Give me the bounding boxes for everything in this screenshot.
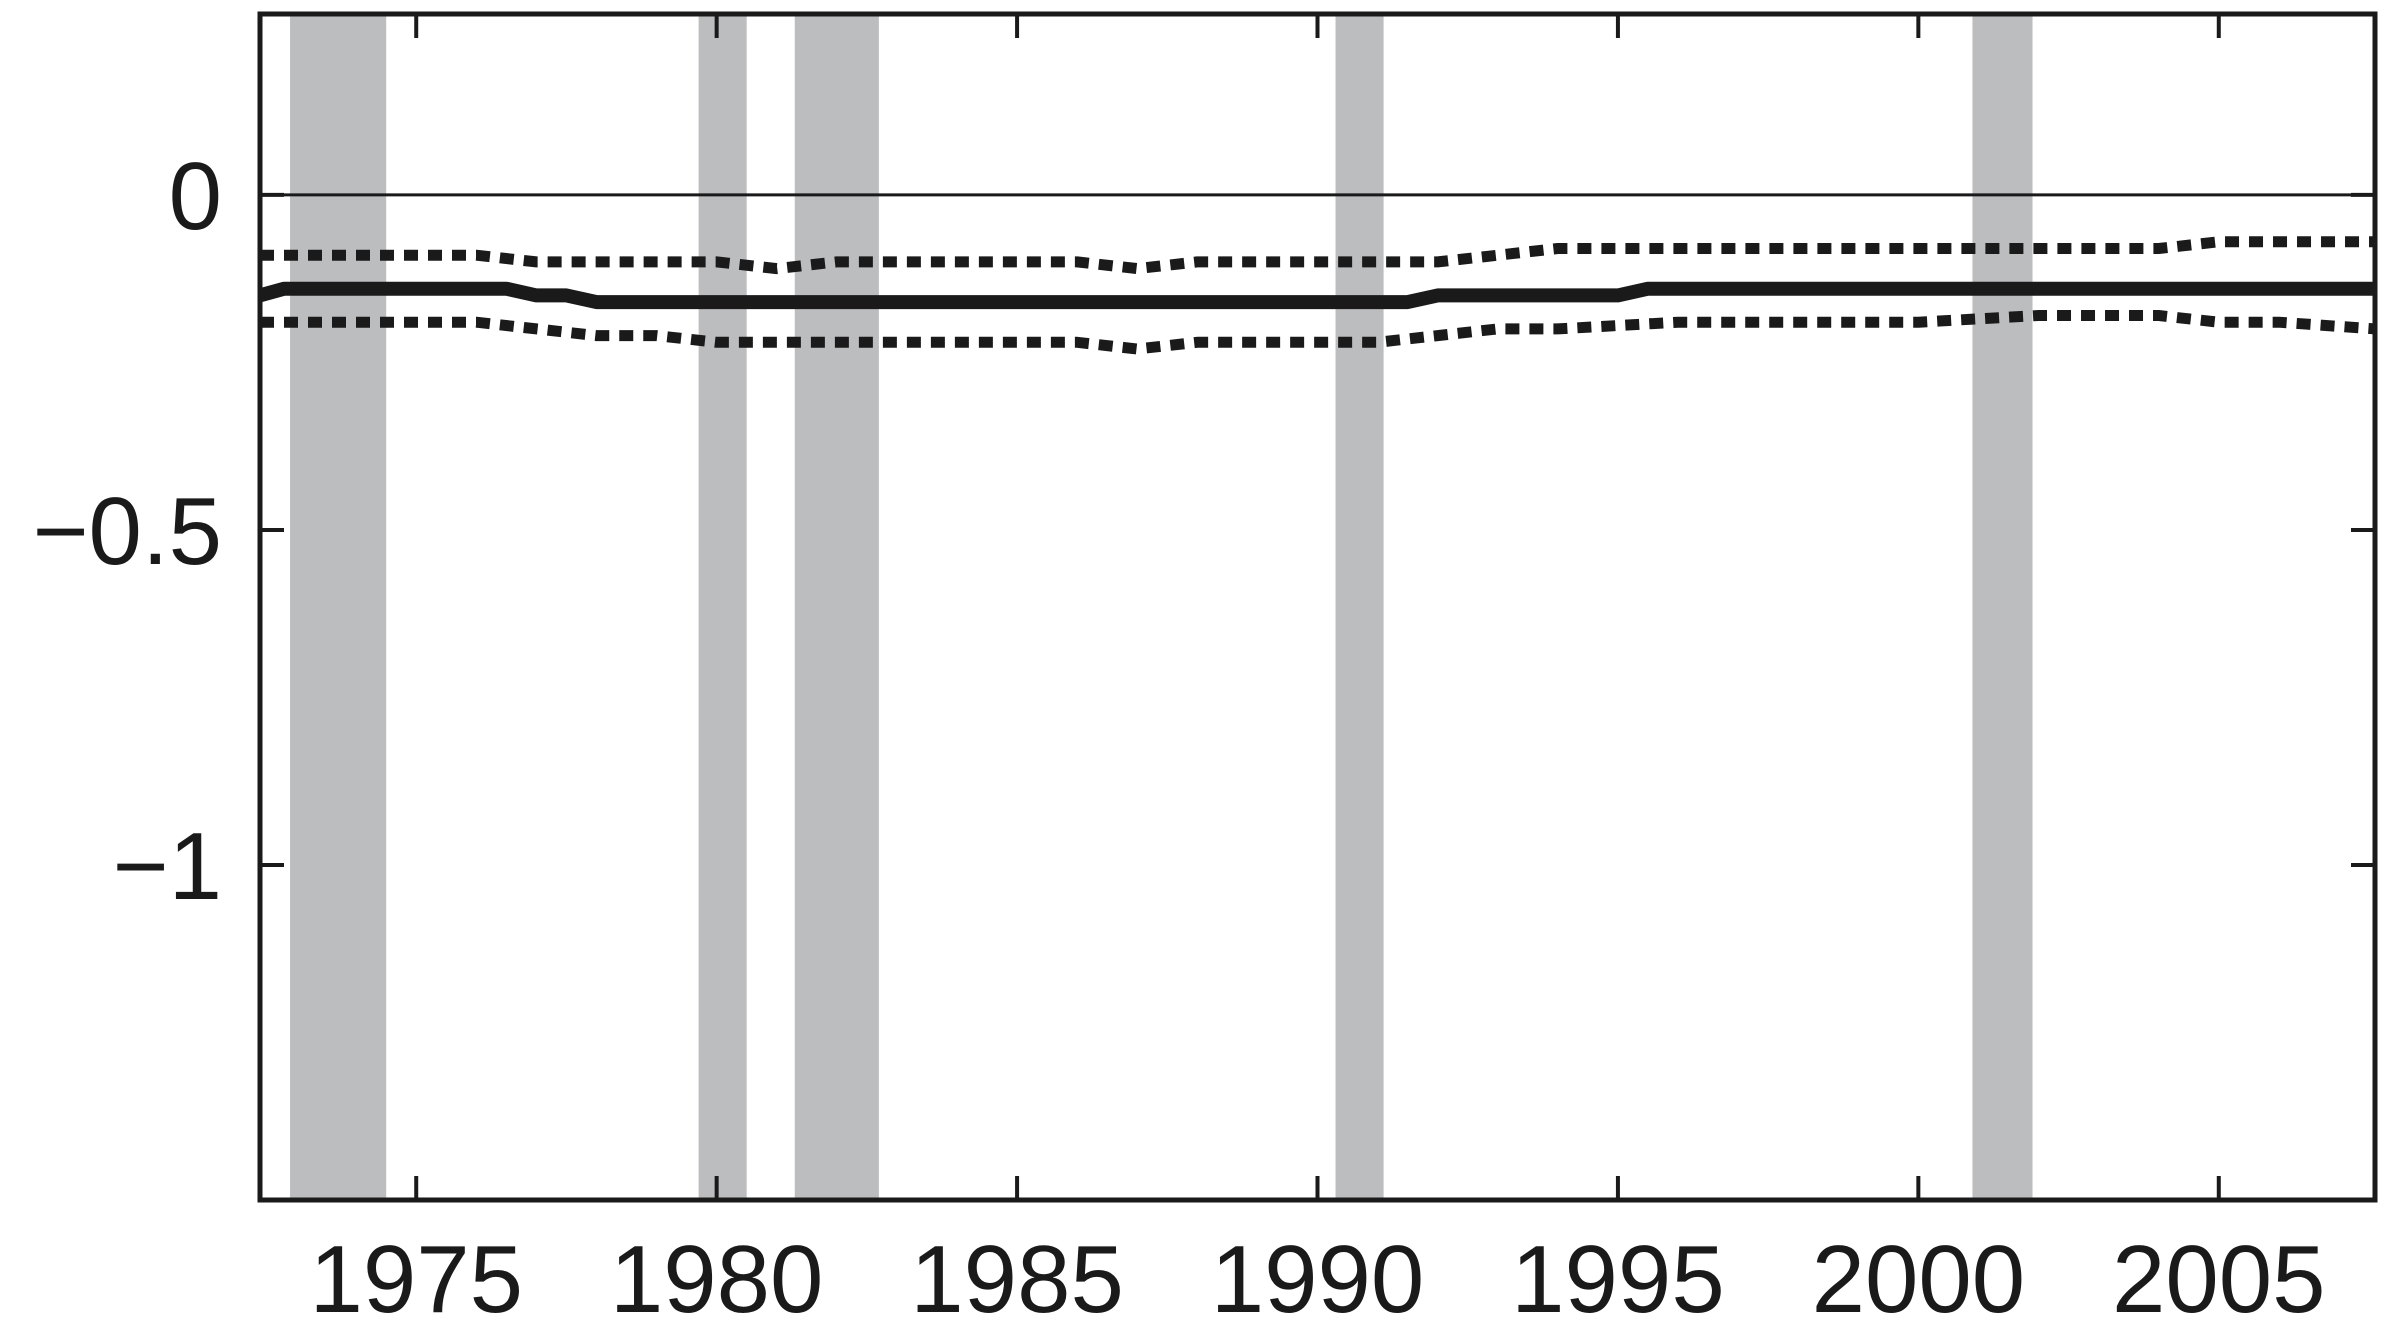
plot-frame (257, 11, 2378, 1203)
x-tick-label: 1990 (1211, 1226, 1425, 1333)
series-band-line-2 (260, 310, 2376, 355)
shaded-period-4 (1335, 14, 1384, 1200)
x-tick-label: 2000 (1812, 1226, 2026, 1333)
shaded-period-1 (290, 14, 387, 1200)
y-axis-tick-labels: 0 −0.5 −1 (32, 143, 222, 920)
x-tick-label: 1975 (309, 1226, 523, 1333)
axis-ticks (260, 14, 2375, 1200)
shaded-period-2 (698, 14, 747, 1200)
series-estimate-line (258, 281, 2375, 310)
shaded-period-3 (794, 14, 879, 1200)
x-tick-label: 1980 (610, 1226, 824, 1333)
series-layer (258, 236, 2376, 355)
y-tick-label: −1 (113, 813, 222, 920)
y-tick-label: −0.5 (32, 478, 222, 585)
x-tick-label: 2005 (2112, 1226, 2326, 1333)
shaded-period-5 (1972, 14, 2033, 1200)
x-axis-tick-labels: 1975 1980 1985 1990 1995 2000 2005 (309, 1226, 2325, 1333)
x-tick-label: 1995 (1511, 1226, 1725, 1333)
series-band-line-1 (260, 236, 2375, 275)
y-tick-label: 0 (169, 143, 222, 250)
recession-shading (290, 14, 2033, 1200)
x-tick-label: 1985 (910, 1226, 1124, 1333)
